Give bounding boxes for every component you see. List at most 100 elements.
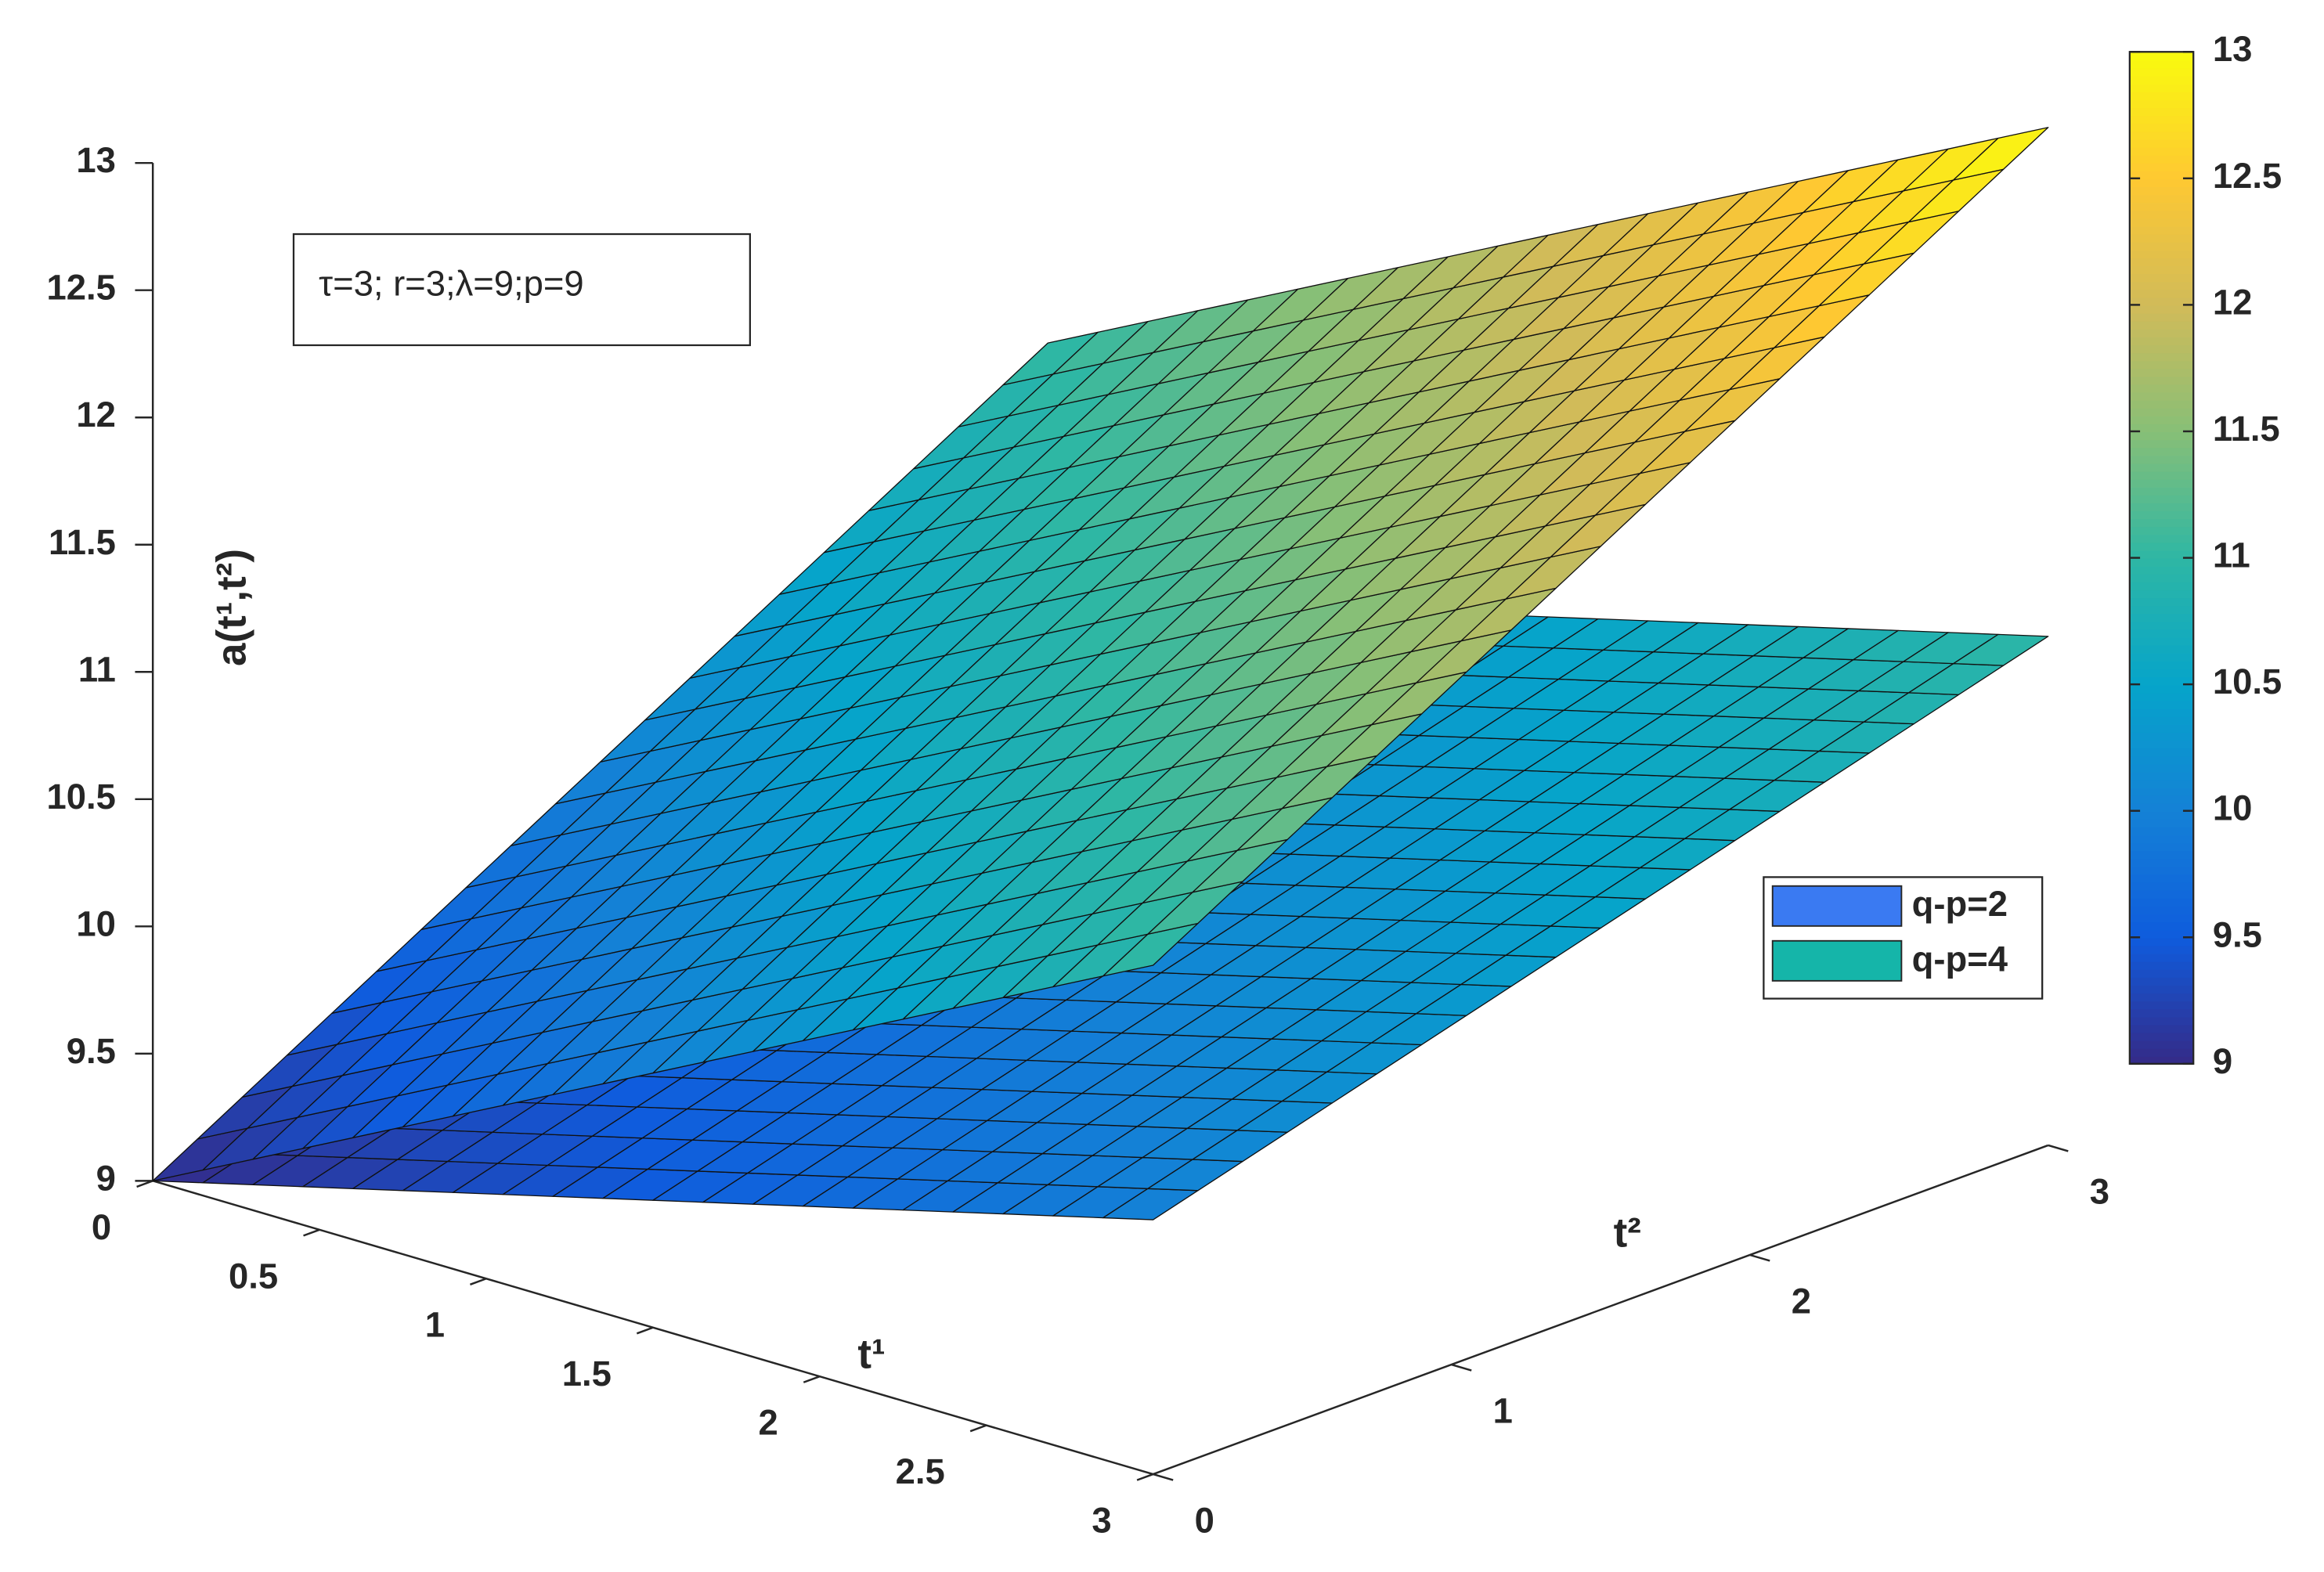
colorbar-strip	[2129, 75, 2194, 85]
colorbar-strip	[2129, 747, 2194, 757]
x-tick-label: 0.5	[229, 1256, 278, 1296]
colorbar-strip	[2129, 486, 2194, 496]
colorbar-strip	[2129, 115, 2194, 124]
colorbar-strip	[2129, 565, 2194, 575]
colorbar-strip	[2129, 352, 2194, 362]
colorbar-strip	[2129, 360, 2194, 370]
z-tick-label: 10.5	[46, 777, 115, 817]
y-tick	[1153, 1473, 1174, 1481]
legend-swatch	[1771, 885, 1903, 927]
colorbar-tick-label: 11.5	[2213, 409, 2280, 449]
y-tick	[2048, 1144, 2069, 1152]
x-tick	[636, 1326, 654, 1335]
colorbar-strip	[2129, 233, 2194, 243]
colorbar-strip	[2129, 834, 2194, 844]
x-tick	[469, 1278, 487, 1285]
colorbar-strip	[2129, 106, 2194, 117]
x-tick-label: 2.5	[896, 1451, 945, 1491]
colorbar-strip	[2129, 336, 2194, 346]
colorbar-strip	[2129, 644, 2194, 654]
colorbar-strip	[2129, 961, 2194, 970]
colorbar-strip	[2129, 67, 2194, 77]
surface-face	[1953, 633, 2049, 666]
colorbar-strip	[2129, 787, 2194, 796]
z-tick-label: 10	[76, 903, 116, 943]
legend-label: q-p=4	[1912, 939, 2008, 979]
colorbar-strip	[2129, 368, 2194, 377]
colorbar-strip	[2129, 265, 2194, 275]
colorbar-tick-label: 12.5	[2213, 156, 2282, 196]
colorbar-strip	[2129, 312, 2194, 322]
colorbar-strip	[2129, 613, 2194, 622]
colorbar-strip	[2129, 1024, 2194, 1033]
colorbar-strip	[2129, 621, 2194, 630]
z-tick-label: 13	[76, 140, 116, 180]
colorbar-strip	[2129, 953, 2194, 962]
colorbar-strip	[2129, 692, 2194, 701]
colorbar-strip	[2129, 676, 2194, 686]
colorbar-strip	[2129, 597, 2194, 607]
colorbar-strip	[2129, 763, 2194, 773]
colorbar-strip	[2129, 976, 2194, 986]
colorbar-strip	[2129, 289, 2194, 298]
colorbar-strip	[2129, 700, 2194, 709]
colorbar-strip	[2129, 146, 2194, 156]
colorbar-strip	[2129, 1008, 2194, 1018]
colorbar-strip	[2129, 320, 2194, 330]
colorbar-strip	[2129, 305, 2194, 314]
colorbar-strip	[2129, 194, 2194, 204]
colorbar-strip	[2129, 52, 2194, 61]
colorbar-strip	[2129, 241, 2194, 251]
y-tick-label: 0	[1195, 1501, 1214, 1541]
colorbar-strip	[2129, 542, 2194, 551]
colorbar-strip	[2129, 921, 2194, 931]
colorbar-strip	[2129, 518, 2194, 528]
colorbar-strip	[2129, 384, 2194, 393]
colorbar-strip	[2129, 170, 2194, 179]
colorbar-strip	[2129, 968, 2194, 978]
colorbar-strip	[2129, 510, 2194, 520]
colorbar-strip	[2129, 992, 2194, 1002]
colorbar-strip	[2129, 297, 2194, 306]
colorbar-strip	[2129, 471, 2194, 480]
colorbar-strip	[2129, 257, 2194, 267]
colorbar-strip	[2129, 439, 2194, 449]
colorbar-strip	[2129, 123, 2194, 132]
colorbar-strip	[2129, 589, 2194, 599]
colorbar-strip	[2129, 897, 2194, 907]
colorbar-tick-label: 11	[2213, 535, 2250, 575]
colorbar-strip	[2129, 218, 2194, 227]
x-tick-label: 0	[92, 1207, 111, 1247]
x-tick-label: 1.5	[562, 1354, 612, 1394]
colorbar-strip	[2129, 1055, 2194, 1065]
colorbar-strip	[2129, 376, 2194, 385]
colorbar-strip	[2129, 771, 2194, 781]
colorbar-strip	[2129, 913, 2194, 923]
colorbar-strip	[2129, 882, 2194, 891]
x-tick-label: 3	[1092, 1501, 1111, 1541]
colorbar-strip	[2129, 431, 2194, 441]
z-tick-label: 11.5	[49, 522, 116, 562]
colorbar-strip	[2129, 447, 2194, 456]
colorbar-strip	[2129, 494, 2194, 503]
colorbar-strip	[2129, 723, 2194, 733]
colorbar-strip	[2129, 139, 2194, 148]
colorbar-strip	[2129, 423, 2194, 433]
y-tick-label: 1	[1493, 1390, 1513, 1430]
colorbar-strip	[2129, 684, 2194, 694]
colorbar-tick-label: 9	[2213, 1041, 2232, 1081]
colorbar-strip	[2129, 186, 2194, 196]
colorbar-strip	[2129, 1016, 2194, 1026]
colorbar-strip	[2129, 984, 2194, 994]
surface-face	[1953, 127, 2049, 181]
colorbar-strip	[2129, 328, 2194, 337]
colorbar-tick-label: 13	[2213, 29, 2253, 69]
colorbar-strip	[2129, 660, 2194, 670]
colorbar-strip	[2129, 731, 2194, 741]
colorbar-strip	[2129, 874, 2194, 883]
colorbar-strip	[2129, 929, 2194, 939]
colorbar-strip	[2129, 889, 2194, 899]
y-tick	[1451, 1363, 1472, 1372]
colorbar-strip	[2129, 202, 2194, 211]
